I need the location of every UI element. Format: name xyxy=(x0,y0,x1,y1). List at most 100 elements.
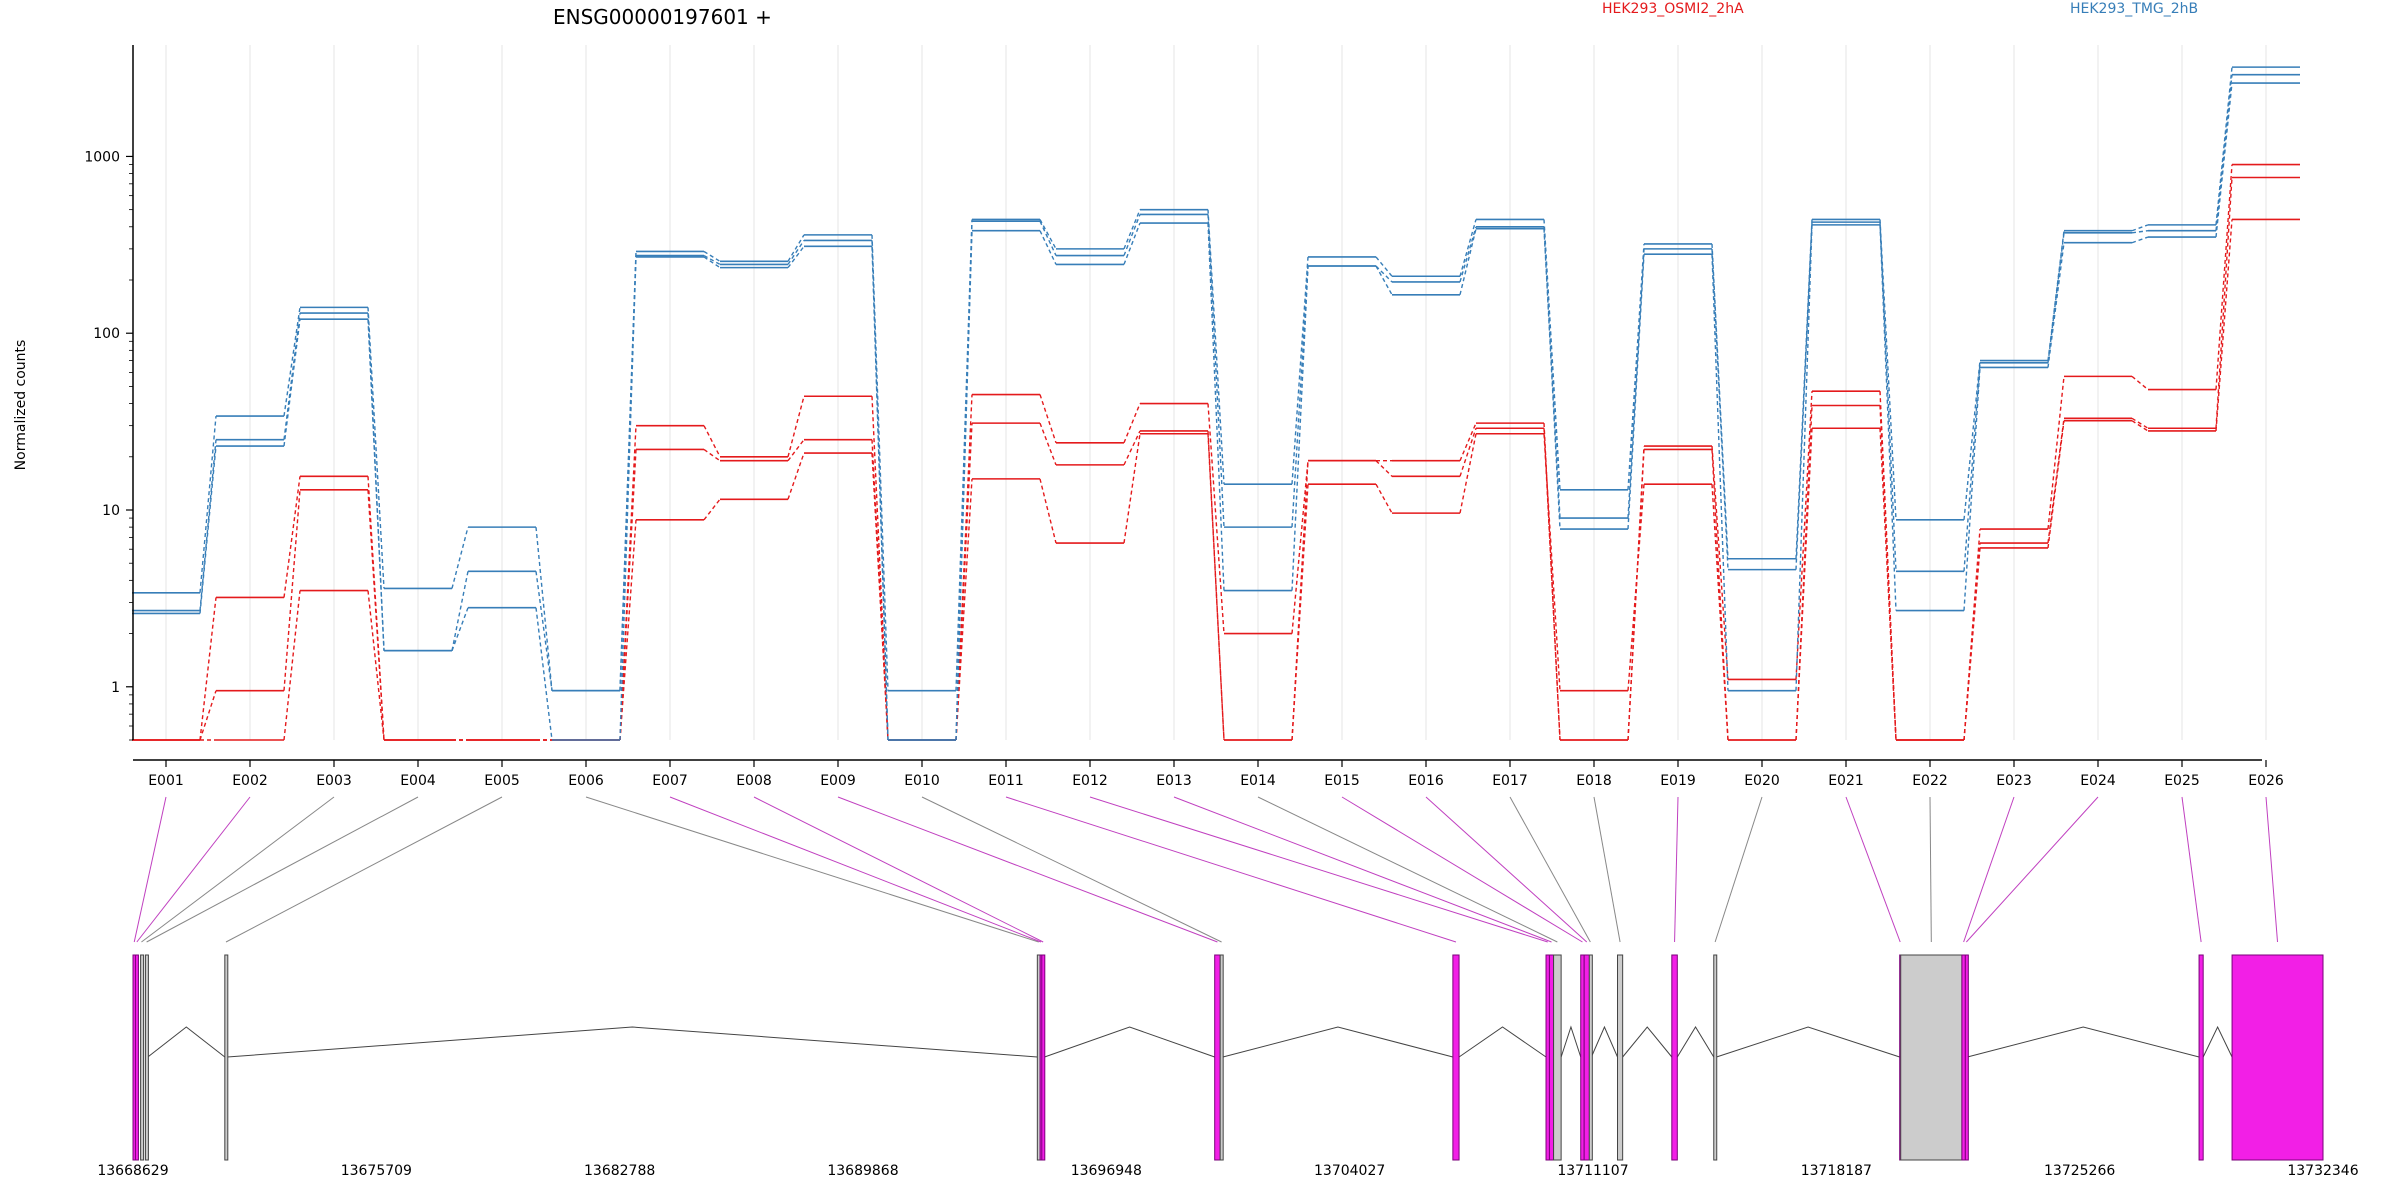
data-connector xyxy=(1627,248,1645,519)
x-tick-label-e003: E003 xyxy=(316,773,352,789)
data-connector xyxy=(1123,209,1141,250)
exon-connector-e012 xyxy=(1089,796,1548,943)
data-connector xyxy=(1963,362,1981,572)
data-connector xyxy=(535,527,553,691)
exon-block-e018 xyxy=(1617,954,1624,1161)
data-connector xyxy=(871,452,889,741)
legend-entry-osmi2: HEK293_OSMI2_2hA xyxy=(1602,1,1744,17)
data-connector xyxy=(1123,403,1141,444)
exon-connector-e026 xyxy=(2265,796,2279,943)
data-connector xyxy=(955,478,973,741)
exon-connector-e025 xyxy=(2181,796,2202,943)
exon-connector-e001 xyxy=(133,796,167,943)
data-connector xyxy=(1123,430,1141,466)
data-connector xyxy=(1291,265,1309,528)
data-connector xyxy=(1291,256,1309,485)
exon-connector-e017 xyxy=(1509,796,1591,943)
data-connector xyxy=(1291,265,1309,591)
data-connector xyxy=(1963,367,1981,611)
data-connector xyxy=(2047,232,2065,363)
y-tick-label: 10 xyxy=(102,503,120,519)
data-connector xyxy=(1711,484,1729,741)
data-connector xyxy=(1543,428,1561,741)
data-connector xyxy=(787,396,805,457)
exon-connector-e013 xyxy=(1173,796,1552,943)
x-tick-label-e017: E017 xyxy=(1492,773,1528,789)
x-tick-label-e012: E012 xyxy=(1072,773,1108,789)
data-connector xyxy=(451,571,469,651)
exon-connector-e014 xyxy=(1257,796,1558,943)
genomic-coordinates: 13668629 13675709 13682788 13689868 13696948… xyxy=(97,1163,2358,1179)
exon-block-e009 xyxy=(1214,954,1221,1161)
data-connector xyxy=(451,607,469,651)
data-connector xyxy=(283,476,301,598)
data-connector xyxy=(1459,428,1477,477)
data-connector xyxy=(1711,248,1729,570)
x-tick-label-e011: E011 xyxy=(988,773,1024,789)
genomic-coordinate-label: 13718187 xyxy=(1801,1163,1872,1179)
data-connector xyxy=(535,607,553,741)
intron-line xyxy=(1590,1025,1618,1058)
exon-block-e004 xyxy=(144,954,149,1161)
exon-connector-e018 xyxy=(1593,796,1621,943)
x-tick-label-e007: E007 xyxy=(652,773,688,789)
x-tick-label-e020: E020 xyxy=(1744,773,1780,789)
x-tick-label-e015: E015 xyxy=(1324,773,1360,789)
data-connector xyxy=(787,245,805,269)
data-connector xyxy=(787,240,805,265)
exon-connector-e011 xyxy=(1005,796,1457,943)
data-connector xyxy=(199,445,217,614)
data-connector xyxy=(1207,403,1225,634)
data-connector xyxy=(1795,222,1813,570)
exon-connectors xyxy=(133,796,2279,943)
data-connector xyxy=(1711,446,1729,680)
x-tick-label-e023: E023 xyxy=(1996,773,2032,789)
x-tick-label-e001: E001 xyxy=(148,773,184,789)
x-ticks: E001 E002 E003 E004 E005 E006 E007 E008 E009 E010… xyxy=(148,760,2284,789)
data-connector xyxy=(1795,224,1813,691)
data-connector xyxy=(2215,219,2233,432)
grid-layer xyxy=(165,45,2267,740)
series-line-6 xyxy=(132,82,2300,741)
exon-connector-e015 xyxy=(1341,796,1583,943)
data-connector xyxy=(2131,420,2149,432)
data-connector xyxy=(1627,243,1645,490)
data-connector xyxy=(1879,222,1897,572)
genomic-coordinate-label: 13682788 xyxy=(584,1163,655,1179)
intron-line xyxy=(1560,1025,1582,1058)
exon-block-e023 xyxy=(1961,954,1966,1161)
exon-connector-e019 xyxy=(1674,796,1679,943)
exon-connector-e009 xyxy=(837,796,1218,943)
x-tick-label-e005: E005 xyxy=(484,773,520,789)
data-connector xyxy=(703,425,721,458)
exon-connector-e023 xyxy=(1963,796,2015,943)
data-connector xyxy=(1207,214,1225,528)
data-connector xyxy=(1291,460,1309,741)
x-tick-label-e019: E019 xyxy=(1660,773,1696,789)
y-axis-label: Normalized counts xyxy=(13,340,29,471)
x-tick-label-e025: E025 xyxy=(2164,773,2200,789)
x-tick-label-e010: E010 xyxy=(904,773,940,789)
data-connector xyxy=(1711,243,1729,559)
intron-line xyxy=(1676,1026,1715,1058)
data-connector xyxy=(871,246,889,741)
intron-line xyxy=(1044,1026,1215,1058)
x-tick-label-e009: E009 xyxy=(820,773,856,789)
data-connector xyxy=(703,498,721,521)
intron-line xyxy=(227,1026,1038,1058)
data-connector xyxy=(1459,219,1477,277)
data-connector xyxy=(1123,433,1141,544)
exon-connector-e004 xyxy=(146,796,419,943)
exon-block-e017 xyxy=(1588,954,1593,1161)
intron-line xyxy=(1716,1026,1900,1058)
genomic-coordinate-label: 13689868 xyxy=(827,1163,898,1179)
exon-block-e008 xyxy=(1041,954,1046,1161)
x-tick-label-e022: E022 xyxy=(1912,773,1948,789)
exon-block-e024 xyxy=(1964,954,1969,1161)
series-line-2 xyxy=(132,176,2300,741)
data-connector xyxy=(1375,460,1393,477)
x-tick-label-e002: E002 xyxy=(232,773,268,789)
data-connector xyxy=(703,250,721,262)
data-connector xyxy=(1039,230,1057,265)
exon-connector-e008 xyxy=(753,796,1044,943)
